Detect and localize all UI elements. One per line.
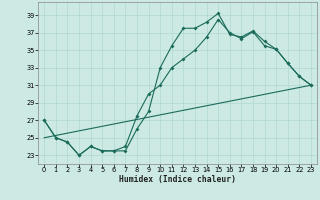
X-axis label: Humidex (Indice chaleur): Humidex (Indice chaleur): [119, 175, 236, 184]
